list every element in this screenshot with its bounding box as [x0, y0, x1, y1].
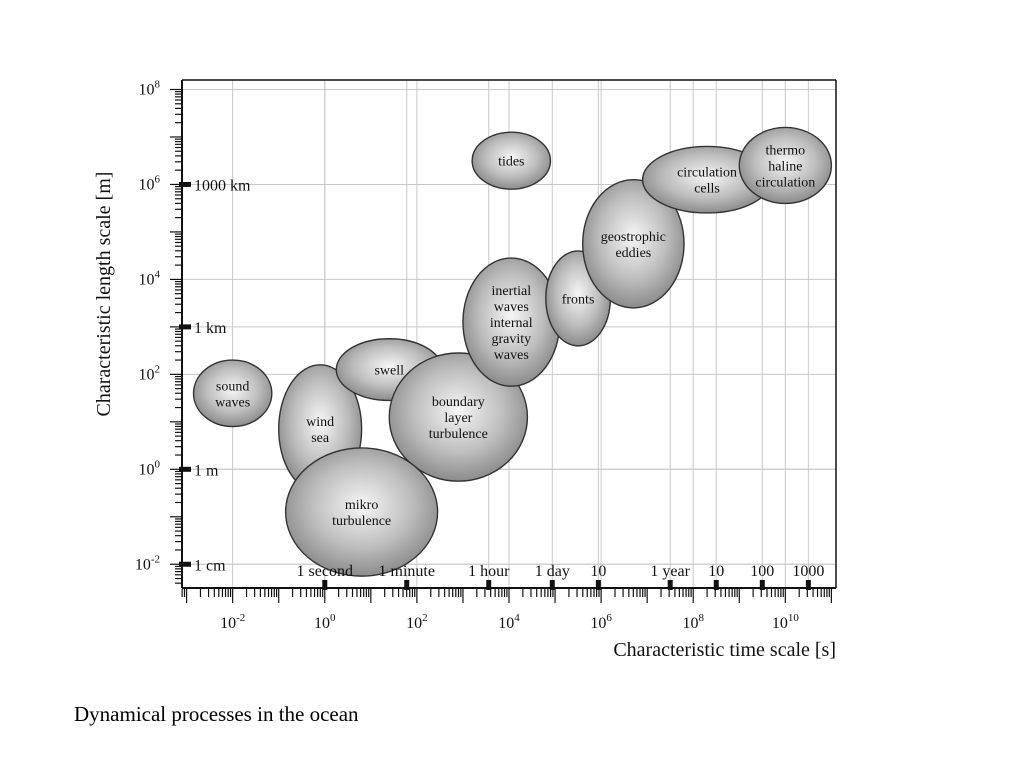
- process-label: fronts: [562, 292, 595, 307]
- process-label: waves: [215, 395, 250, 410]
- x-named-tick-mark: [759, 580, 765, 590]
- x-named-tick-mark: [486, 580, 492, 590]
- x-named-tick-mark: [667, 580, 673, 590]
- process-label: wind: [306, 415, 334, 430]
- x-named-tick-mark: [404, 580, 410, 590]
- y-named-tick-label: 1 m: [194, 462, 219, 479]
- x-named-tick-label: 1 minute: [379, 563, 435, 580]
- process-bubble: [581, 179, 685, 309]
- process-label: internal: [490, 316, 533, 331]
- y-tick-label: 104: [139, 268, 161, 288]
- y-tick-label: 106: [139, 173, 161, 193]
- axis-labels: 10-2 100 102 104 106 108 101010-21001021041061…: [93, 78, 836, 661]
- process-label: haline: [768, 159, 802, 174]
- process-label: eddies: [615, 246, 651, 261]
- y-tick-label: 100: [139, 458, 161, 478]
- process-label: swell: [374, 364, 404, 379]
- process-label: cells: [694, 182, 720, 197]
- x-named-tick-label: 1 day: [535, 563, 570, 580]
- process-label: sound: [216, 379, 249, 394]
- y-named-tick-label: 1 cm: [194, 557, 226, 574]
- process-bubble: [388, 352, 529, 482]
- x-named-tick-label: 10: [708, 563, 724, 580]
- x-tick-label: 100: [314, 612, 336, 632]
- x-named-tick-label: 10: [590, 563, 606, 580]
- process-label: sea: [311, 431, 330, 446]
- y-named-tick-mark: [179, 181, 191, 187]
- process-label: mikro: [345, 498, 378, 513]
- x-named-tick-mark: [549, 580, 555, 590]
- process-label: boundary: [432, 395, 485, 410]
- process-label: geostrophic: [601, 230, 666, 245]
- x-named-tick-mark: [713, 580, 719, 590]
- y-tick-label: 108: [139, 78, 161, 98]
- y-tick-label: 102: [139, 363, 161, 383]
- x-tick-label: 1010: [772, 612, 800, 632]
- y-named-tick-label: 1 km: [194, 320, 227, 337]
- process-bubbles: soundwaveswindseaswellboundarylayerturbu…: [192, 126, 833, 577]
- process-bubble: [471, 131, 552, 190]
- process-label: inertial: [491, 284, 531, 299]
- x-axis-title: Characteristic time scale [s]: [613, 639, 836, 661]
- caption: Dynamical processes in the ocean: [74, 702, 359, 726]
- process-bubble: [738, 126, 833, 205]
- axes: [170, 79, 837, 603]
- process-label: gravity: [491, 332, 531, 347]
- x-named-tick-label: 1 hour: [468, 563, 510, 580]
- process-bubble: [284, 447, 439, 577]
- x-tick-label: 10-2: [220, 612, 245, 632]
- x-named-tick-mark: [805, 580, 811, 590]
- process-label: tides: [498, 155, 524, 170]
- process-label: thermo: [766, 143, 806, 158]
- process-label: turbulence: [332, 514, 391, 529]
- process-bubble: [192, 359, 273, 428]
- x-named-tick-label: 1000: [792, 563, 824, 580]
- y-named-tick-mark: [179, 561, 191, 567]
- x-named-tick-mark: [595, 580, 601, 590]
- x-tick-label: 104: [498, 612, 520, 632]
- x-tick-label: 106: [590, 612, 612, 632]
- x-named-tick-label: 1 second: [297, 563, 353, 580]
- x-named-tick-label: 100: [750, 563, 774, 580]
- y-named-tick-mark: [179, 466, 191, 472]
- process-label: circulation: [677, 166, 737, 181]
- x-tick-label: 108: [682, 612, 704, 632]
- process-label: turbulence: [429, 427, 488, 442]
- process-label: layer: [444, 411, 472, 426]
- x-named-tick-mark: [322, 580, 328, 590]
- process-label: waves: [494, 348, 529, 363]
- y-tick-label: 10-2: [135, 553, 160, 573]
- x-tick-label: 102: [406, 612, 428, 632]
- x-named-tick-label: 1 year: [650, 563, 690, 580]
- y-named-tick-label: 1000 km: [194, 177, 251, 194]
- process-label: circulation: [755, 175, 815, 190]
- y-named-tick-mark: [179, 324, 191, 330]
- y-axis-title: Characteristic length scale [m]: [93, 172, 115, 417]
- process-label: waves: [494, 300, 529, 315]
